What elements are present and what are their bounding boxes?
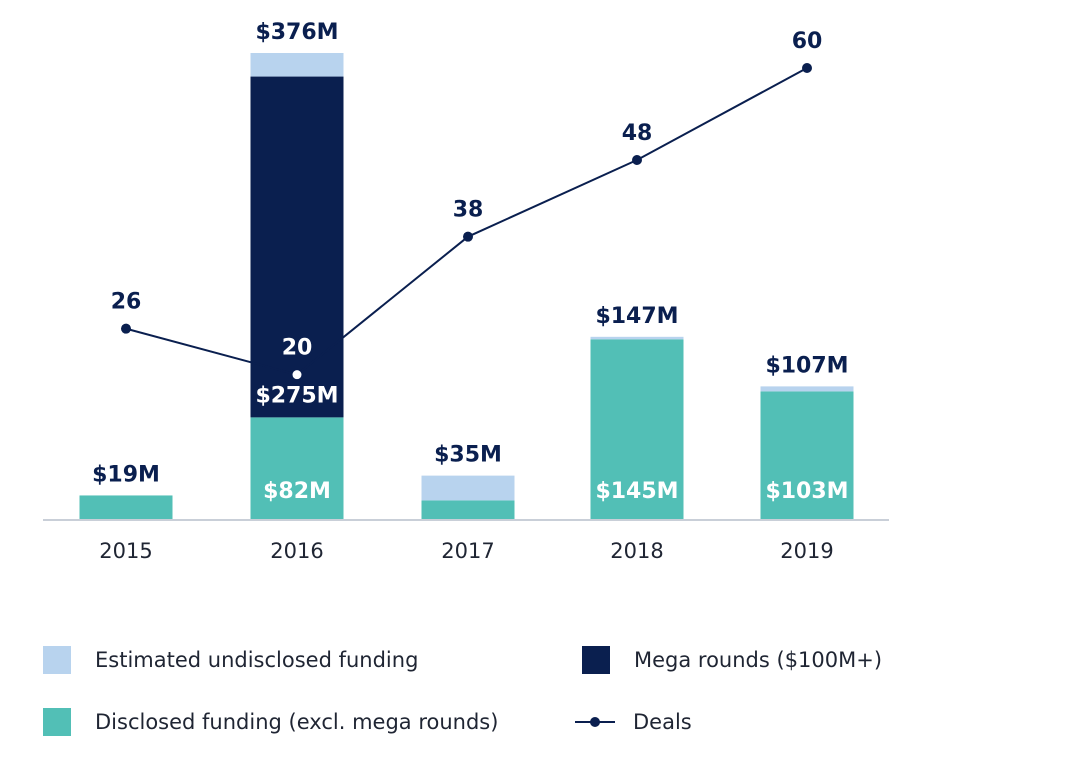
bar-undisclosed-2017 — [421, 475, 515, 501]
bar-mega-2016 — [250, 76, 344, 418]
deals-point-2019 — [802, 63, 812, 73]
x-tick-label-2019: 2019 — [780, 539, 833, 563]
bar-disclosed-2019 — [760, 391, 854, 519]
bar-disclosed-2016 — [250, 417, 344, 519]
deals-label-2017: 38 — [453, 198, 484, 223]
legend-label-undisclosed: Estimated undisclosed funding — [95, 648, 419, 672]
deals-point-2015 — [121, 323, 131, 334]
legend-label-deals: Deals — [633, 710, 692, 734]
legend-label-disclosed: Disclosed funding (excl. mega rounds) — [95, 710, 499, 734]
funding-chart: 2015 2016 2017 2018 2019 $19M $376M $35M $147M $1… — [43, 20, 889, 563]
disclosed-label-2016: $82M — [263, 479, 331, 504]
deals-point-2016 — [291, 369, 303, 381]
bar-undisclosed-2019 — [760, 386, 854, 392]
x-tick-label-2017: 2017 — [441, 539, 494, 563]
x-tick-label-2016: 2016 — [270, 539, 323, 563]
total-label-2018: $147M — [595, 304, 678, 329]
legend-swatch-mega — [582, 646, 610, 674]
deals-label-2015: 26 — [111, 290, 142, 315]
legend-swatch-deals-icon — [575, 708, 615, 736]
total-label-2017: $35M — [434, 443, 502, 468]
mega-label-2016: $275M — [255, 383, 338, 408]
legend-item-deals: Deals — [575, 708, 692, 736]
bar-undisclosed-2018 — [590, 336, 684, 340]
disclosed-label-2018: $145M — [595, 479, 678, 504]
total-label-2019: $107M — [765, 353, 848, 378]
legend-item-disclosed: Disclosed funding (excl. mega rounds) — [43, 708, 498, 736]
bar-disclosed-2018 — [590, 339, 684, 519]
deals-point-2018 — [632, 155, 642, 165]
deals-label-2016: 20 — [282, 336, 313, 361]
bar-undisclosed-2016 — [250, 53, 344, 77]
bar-disclosed-2017 — [421, 500, 515, 519]
legend-swatch-disclosed — [43, 708, 71, 736]
x-tick-label-2018: 2018 — [610, 539, 663, 563]
disclosed-label-2019: $103M — [765, 479, 848, 504]
deals-label-2018: 48 — [622, 121, 653, 146]
legend-item-mega: Mega rounds ($100M+) — [582, 646, 882, 674]
deals-point-2017 — [463, 231, 473, 242]
legend-item-undisclosed: Estimated undisclosed funding — [43, 646, 418, 674]
x-tick-label-2015: 2015 — [99, 539, 152, 563]
deals-label-2019: 60 — [792, 29, 823, 54]
legend-label-mega: Mega rounds ($100M+) — [634, 648, 883, 672]
bar-disclosed-2015 — [79, 495, 173, 519]
total-label-2015: $19M — [92, 462, 160, 487]
total-label-2016: $376M — [255, 20, 338, 45]
legend-swatch-undisclosed — [43, 646, 71, 674]
